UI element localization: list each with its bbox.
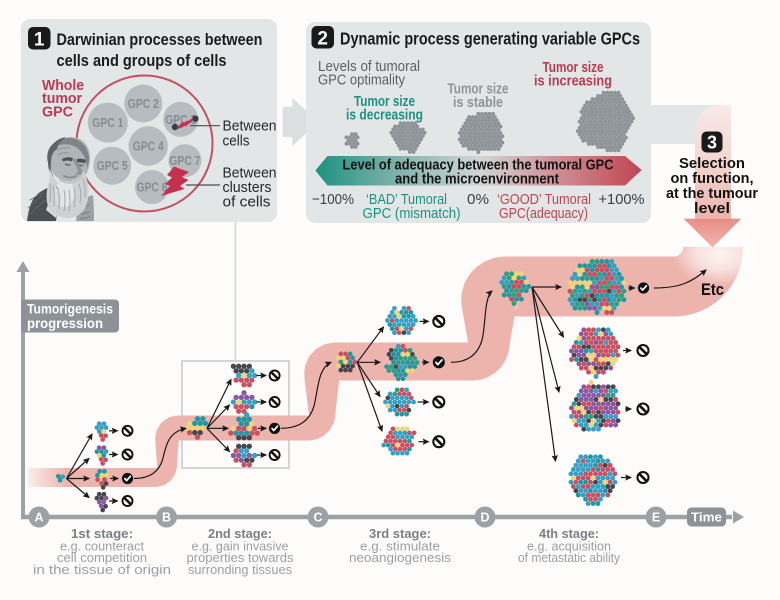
svg-text:Time: Time xyxy=(691,510,722,525)
svg-text:cell competition: cell competition xyxy=(57,551,147,565)
svg-text:GPC 5: GPC 5 xyxy=(97,158,128,173)
svg-text:Tumor size: Tumor size xyxy=(448,82,509,98)
svg-text:GPC 4: GPC 4 xyxy=(133,139,165,154)
svg-text:GPC(adequacy): GPC(adequacy) xyxy=(499,205,588,222)
svg-text:GPC 2: GPC 2 xyxy=(128,96,159,111)
svg-text:Selection: Selection xyxy=(679,155,745,172)
svg-text:clusters: clusters xyxy=(223,179,272,196)
svg-text:at the tumour: at the tumour xyxy=(666,185,758,202)
svg-text:‘BAD’ Tumoral: ‘BAD’ Tumoral xyxy=(366,191,447,208)
svg-text:neoangiogenesis: neoangiogenesis xyxy=(349,551,451,565)
svg-text:level: level xyxy=(694,200,730,217)
svg-text:is increasing: is increasing xyxy=(534,74,612,90)
svg-text:3rd stage:: 3rd stage: xyxy=(369,526,431,541)
svg-text:1st stage:: 1st stage: xyxy=(71,526,133,541)
svg-text:e.g. acquisition: e.g. acquisition xyxy=(527,539,611,553)
svg-text:GPC 6: GPC 6 xyxy=(137,180,168,195)
svg-text:+100%: +100% xyxy=(599,191,645,208)
svg-text:Tumor size: Tumor size xyxy=(543,60,604,76)
svg-text:1: 1 xyxy=(34,30,45,51)
svg-text:E: E xyxy=(652,511,660,525)
svg-text:GPC optimality: GPC optimality xyxy=(318,73,406,89)
svg-text:Tumor size: Tumor size xyxy=(354,94,415,110)
svg-text:Between: Between xyxy=(223,165,277,182)
svg-text:−100%: −100% xyxy=(312,191,354,208)
svg-text:GPC: GPC xyxy=(42,104,73,121)
svg-text:Tumorigenesis: Tumorigenesis xyxy=(27,302,113,317)
svg-text:2: 2 xyxy=(317,29,328,50)
svg-text:of cells: of cells xyxy=(223,194,271,211)
svg-text:D: D xyxy=(480,511,489,525)
svg-text:and the microenvironment: and the microenvironment xyxy=(395,172,559,188)
svg-text:0%: 0% xyxy=(467,191,489,208)
svg-text:e.g. stimulate: e.g. stimulate xyxy=(360,539,440,553)
svg-text:tumor: tumor xyxy=(42,90,82,107)
svg-text:cells: cells xyxy=(223,133,250,150)
svg-text:GPC 7: GPC 7 xyxy=(169,153,200,168)
svg-text:cells and groups of cells: cells and groups of cells xyxy=(57,51,227,70)
svg-text:Darwinian processes between: Darwinian processes between xyxy=(57,30,263,49)
svg-text:properties towards: properties towards xyxy=(187,551,294,565)
svg-text:in the tissue of origin: in the tissue of origin xyxy=(33,563,171,577)
svg-text:A: A xyxy=(34,511,43,525)
svg-text:is stable: is stable xyxy=(453,95,503,111)
svg-text:e.g. gain invasive: e.g. gain invasive xyxy=(192,539,289,553)
svg-text:Between: Between xyxy=(223,118,277,135)
svg-text:Whole: Whole xyxy=(42,77,84,94)
svg-text:Etc: Etc xyxy=(701,281,724,299)
svg-text:2nd stage:: 2nd stage: xyxy=(208,526,272,541)
svg-text:4th stage:: 4th stage: xyxy=(539,526,599,541)
svg-text:Level of adequacy between the: Level of adequacy between the tumoral GP… xyxy=(343,158,614,174)
svg-text:Levels of tumoral: Levels of tumoral xyxy=(318,59,420,75)
svg-text:on function,: on function, xyxy=(671,170,754,187)
svg-text:e.g. counteract: e.g. counteract xyxy=(60,539,145,553)
svg-text:progression: progression xyxy=(27,316,103,331)
svg-text:of metastatic ability: of metastatic ability xyxy=(518,551,621,565)
svg-text:‘GOOD’ Tumoral: ‘GOOD’ Tumoral xyxy=(497,191,591,208)
svg-text:Dynamic process generating var: Dynamic process generating variable GPCs xyxy=(340,29,640,49)
svg-text:B: B xyxy=(162,511,171,525)
svg-text:GPC (mismatch): GPC (mismatch) xyxy=(363,205,461,222)
svg-text:3: 3 xyxy=(707,132,717,152)
svg-text:GPC 1: GPC 1 xyxy=(92,115,123,130)
svg-text:surronding tissues: surronding tissues xyxy=(188,563,292,577)
svg-text:C: C xyxy=(313,511,322,525)
svg-text:is decreasing: is decreasing xyxy=(346,108,423,124)
